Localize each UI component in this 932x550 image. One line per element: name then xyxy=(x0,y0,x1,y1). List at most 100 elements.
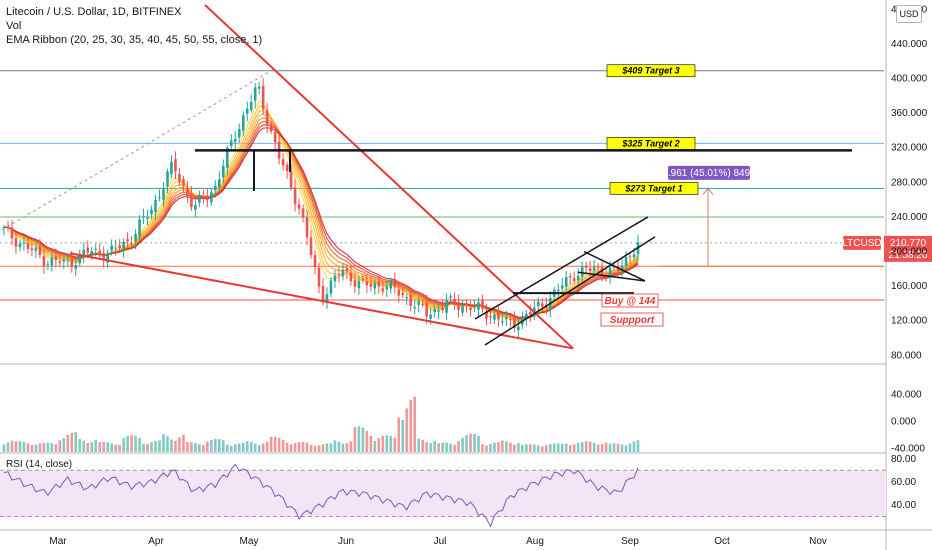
volume-bar xyxy=(369,435,373,452)
volume-bar xyxy=(409,400,413,452)
candle-body xyxy=(584,266,588,268)
candle-body xyxy=(257,86,261,89)
rsi-tick-label: 60.00 xyxy=(891,477,916,488)
volume-bar xyxy=(198,444,201,452)
candle-body xyxy=(357,280,361,289)
currency-button[interactable]: USD xyxy=(896,5,922,23)
volume-bar xyxy=(66,434,70,452)
volume-bar xyxy=(277,437,281,452)
volume-bar xyxy=(417,438,420,452)
candle-body xyxy=(445,300,448,313)
volume-bar xyxy=(210,439,213,452)
time-tick-label: Sep xyxy=(621,536,639,547)
volume-bar xyxy=(26,443,30,452)
candle-body xyxy=(214,185,217,191)
volume-bar xyxy=(70,432,74,452)
volume-bar xyxy=(86,443,90,452)
candle-body xyxy=(449,296,452,298)
candle-body xyxy=(309,237,313,256)
candle-body xyxy=(437,310,440,312)
volume-bar xyxy=(218,439,221,452)
last-price-label: 210.770 xyxy=(890,238,927,249)
volume-bar xyxy=(437,443,440,452)
price-tick-label: 160.000 xyxy=(891,281,928,292)
volume-bar xyxy=(529,444,532,452)
volume-bar xyxy=(98,442,101,452)
price-tick-label: 280.000 xyxy=(891,177,928,188)
measure-badge-box xyxy=(668,165,750,180)
volume-bar xyxy=(154,440,157,452)
volume-bar xyxy=(505,441,508,452)
candle-body xyxy=(564,277,568,287)
candle-body xyxy=(146,216,149,219)
candle-body xyxy=(225,147,229,168)
candle-body xyxy=(461,305,464,313)
volume-bar xyxy=(469,433,472,452)
price-tick-label: 400.000 xyxy=(891,74,928,85)
volume-bar xyxy=(405,408,409,452)
volume-bar xyxy=(544,445,548,452)
target1-label: $273 Target 1 xyxy=(624,183,682,193)
lower-wedge-trendline xyxy=(69,252,574,350)
candle-body xyxy=(206,195,209,201)
volume-bar xyxy=(237,443,241,452)
candle-body xyxy=(134,234,137,242)
volume-bar xyxy=(142,443,145,452)
channel-lower-line xyxy=(484,236,656,346)
dashed-trendline xyxy=(1,68,275,231)
candle-body xyxy=(509,319,512,321)
candle-body xyxy=(560,285,564,289)
candle-body xyxy=(409,294,413,306)
target2-label-box xyxy=(606,137,696,150)
candle-body xyxy=(525,313,528,319)
candle-body xyxy=(333,275,337,282)
candle-body xyxy=(241,115,245,131)
candle-body xyxy=(624,257,628,267)
candle-body xyxy=(158,197,161,199)
volume-bar xyxy=(126,435,129,452)
candle-body xyxy=(210,192,213,203)
volume-bar xyxy=(42,442,46,452)
volume-bar xyxy=(166,436,169,452)
volume-bar xyxy=(90,442,94,452)
target2-label: $325 Target 2 xyxy=(621,138,679,148)
candle-body xyxy=(222,165,225,178)
candle-body xyxy=(493,314,496,320)
candle-body xyxy=(237,129,241,138)
candle-body xyxy=(592,266,596,271)
candle-body xyxy=(269,124,273,132)
candle-body xyxy=(249,101,253,111)
volume-bar xyxy=(552,443,556,452)
volume-bar xyxy=(453,444,456,452)
chart-title: Litecoin / U.S. Dollar, 1D, BITFINEX xyxy=(6,6,182,18)
volume-bar xyxy=(289,444,293,452)
candle-body xyxy=(608,267,612,277)
candle-body xyxy=(425,302,428,317)
volume-bar xyxy=(10,440,14,452)
volume-bar xyxy=(373,440,377,452)
time-tick-label: Jun xyxy=(338,536,354,547)
volume-bar xyxy=(584,441,588,452)
time-tick-label: Jul xyxy=(434,536,447,547)
volume-bar xyxy=(206,441,209,452)
volume-bar xyxy=(170,439,173,452)
volume-bar xyxy=(365,431,369,452)
candle-body xyxy=(616,266,620,272)
countdown-label: 21:38:26 xyxy=(889,250,928,261)
candle-body xyxy=(568,276,572,278)
candle-body xyxy=(6,227,10,229)
volume-legend: Vol xyxy=(6,20,22,32)
candle-body xyxy=(381,288,385,292)
volume-bar xyxy=(620,444,624,452)
volume-bar xyxy=(513,444,516,452)
candle-body xyxy=(54,256,58,260)
volume-bar xyxy=(345,443,349,452)
candle-body xyxy=(285,164,289,172)
candle-body xyxy=(321,286,325,301)
volume-bar xyxy=(54,444,58,452)
candle-body xyxy=(142,216,145,218)
volume-bar xyxy=(357,426,361,452)
volume-bar xyxy=(130,435,133,452)
